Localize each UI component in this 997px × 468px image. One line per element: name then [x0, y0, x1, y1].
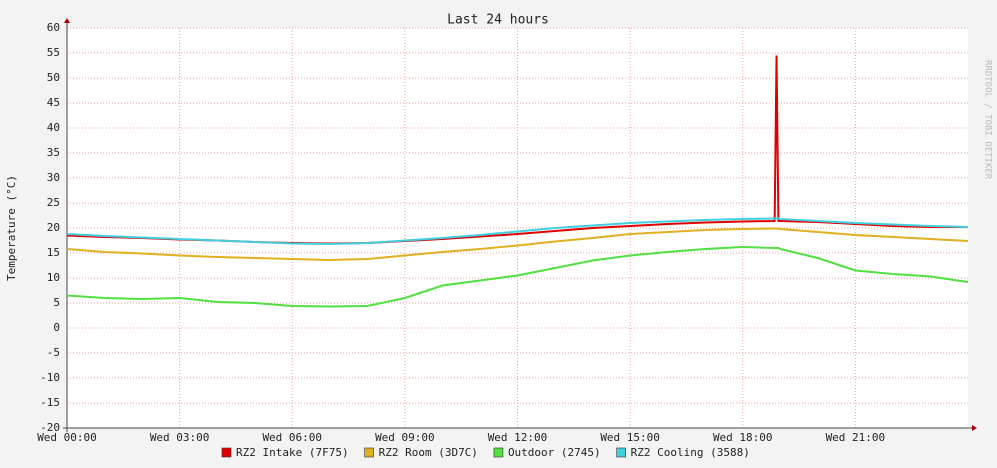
y-tick-label: 35	[47, 146, 60, 159]
y-tick-label: 5	[53, 296, 60, 309]
y-tick-label: -10	[40, 371, 60, 384]
y-tick-label: -5	[47, 346, 60, 359]
y-tick-label: -15	[40, 396, 60, 409]
axis-arrow	[972, 425, 977, 431]
x-tick-label: Wed 15:00	[600, 431, 660, 444]
y-tick-label: 45	[47, 96, 60, 109]
y-tick-label: 40	[47, 121, 60, 134]
y-tick-label: -20	[40, 421, 60, 434]
chart-title: Last 24 hours	[447, 13, 549, 28]
axis-arrow	[64, 18, 70, 23]
legend-label: RZ2 Intake (7F75)	[236, 446, 349, 459]
x-tick-label: Wed 12:00	[488, 431, 548, 444]
legend-label: RZ2 Room (3D7C)	[379, 446, 478, 459]
watermark: RRDTOOL / TOBI OETIKER	[983, 60, 993, 180]
series-line	[66, 217, 969, 246]
legend-swatch	[616, 447, 626, 458]
legend-label: RZ2 Cooling (3588)	[631, 446, 750, 459]
legend-swatch	[493, 447, 504, 458]
x-tick-label: Wed 03:00	[150, 431, 210, 444]
series-line	[66, 227, 969, 262]
y-tick-label: 10	[47, 271, 60, 284]
x-tick-label: Wed 21:00	[826, 431, 886, 444]
y-tick-label: 30	[47, 171, 60, 184]
y-tick-label: 25	[47, 196, 60, 209]
legend-swatch	[221, 447, 232, 458]
x-tick-label: Wed 09:00	[375, 431, 435, 444]
y-tick-label: 55	[47, 46, 60, 59]
legend-swatch	[364, 447, 374, 458]
x-tick-label: Wed 06:00	[262, 431, 322, 444]
x-tick-label: Wed 18:00	[713, 431, 773, 444]
legend-label: Outdoor (2745)	[508, 446, 601, 459]
y-axis-label: Temperature (°C)	[5, 175, 18, 281]
y-tick-label: 20	[47, 221, 60, 234]
y-tick-label: 15	[47, 246, 60, 259]
y-tick-label: 0	[53, 321, 60, 334]
y-tick-label: 50	[47, 71, 60, 84]
series-line	[66, 245, 969, 308]
x-tick-label: Wed 00:00	[37, 431, 97, 444]
y-tick-label: 60	[47, 21, 60, 34]
